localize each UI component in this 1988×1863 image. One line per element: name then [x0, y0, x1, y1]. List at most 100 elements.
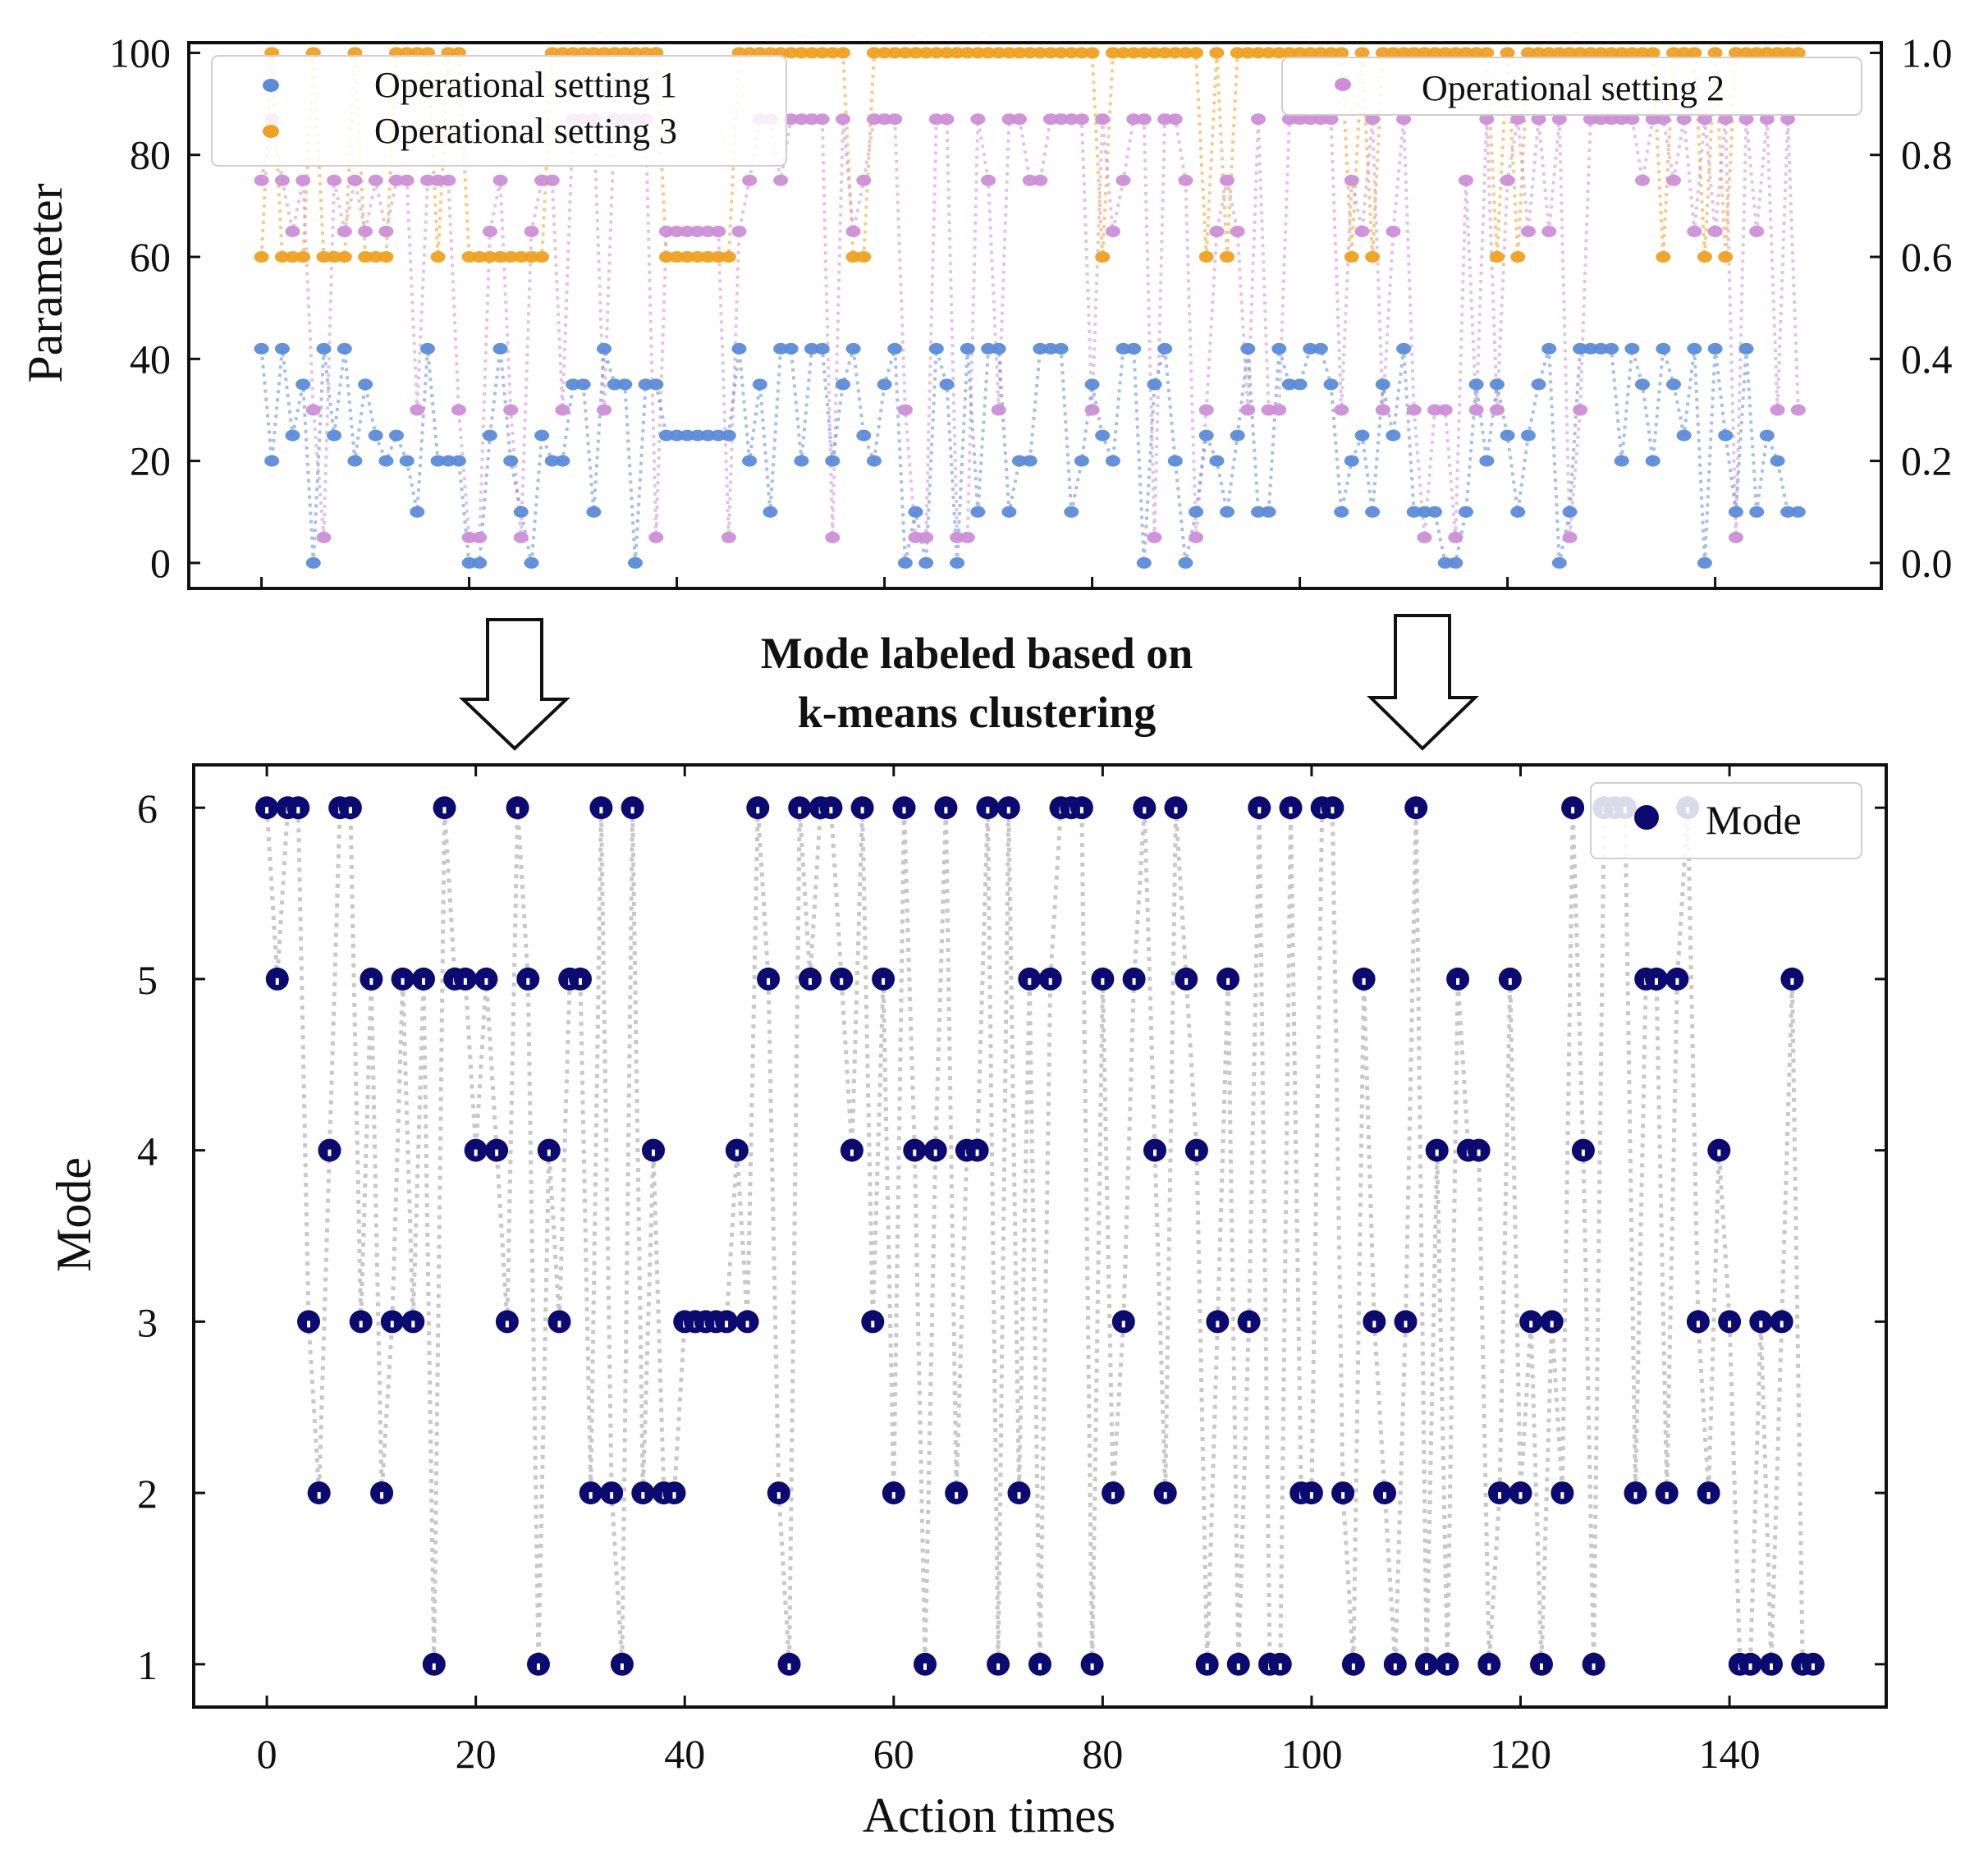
- point-mode-highlight: [1174, 807, 1178, 814]
- point-mode-highlight: [860, 807, 864, 814]
- legend-marker-setting2: [1335, 78, 1351, 91]
- point-setting2: [721, 531, 736, 543]
- point-mode-highlight: [1017, 1492, 1021, 1499]
- point-mode-highlight: [610, 1492, 614, 1499]
- point-setting3: [1386, 47, 1401, 59]
- point-setting1: [836, 378, 850, 391]
- point-setting2: [1707, 226, 1723, 237]
- point-mode-highlight: [1425, 1663, 1428, 1670]
- point-mode-highlight: [526, 977, 530, 985]
- point-setting1: [887, 342, 903, 355]
- point-setting2: [1136, 113, 1152, 126]
- point-setting2: [368, 174, 383, 186]
- point-setting2: [1147, 531, 1162, 543]
- point-setting3: [1105, 47, 1120, 59]
- point-mode-highlight: [1289, 807, 1293, 814]
- point-setting3: [1583, 47, 1598, 59]
- point-setting1: [1520, 429, 1536, 442]
- point-setting3: [1022, 47, 1038, 59]
- point-setting1: [285, 429, 300, 442]
- point-setting1: [295, 378, 311, 391]
- point-mode-highlight: [944, 807, 948, 814]
- y2tick-label: 0.0: [1901, 540, 1953, 586]
- point-setting3: [680, 251, 695, 263]
- point-setting1: [866, 455, 882, 467]
- point-mode-highlight: [1028, 977, 1032, 985]
- point-setting2: [420, 174, 435, 186]
- point-setting1: [1551, 556, 1567, 569]
- point-setting3: [804, 47, 819, 59]
- point-mode-highlight: [1529, 1321, 1533, 1328]
- xtick-label: 0: [257, 1731, 277, 1777]
- point-setting3: [1095, 251, 1111, 263]
- point-mode-highlight: [882, 977, 886, 985]
- point-setting2: [1095, 113, 1111, 126]
- point-setting3: [897, 47, 913, 59]
- point-setting1: [492, 342, 508, 355]
- point-setting2: [1697, 113, 1712, 126]
- point-setting2: [658, 226, 674, 237]
- point-setting1: [1780, 506, 1796, 518]
- point-setting3: [285, 251, 300, 263]
- point-setting2: [1448, 531, 1464, 543]
- point-setting2: [316, 531, 332, 543]
- point-setting3: [669, 251, 685, 263]
- point-mode-highlight: [432, 1663, 436, 1670]
- point-setting1: [825, 455, 841, 467]
- point-setting3: [1251, 47, 1266, 59]
- point-setting1: [981, 342, 996, 355]
- point-mode-highlight: [923, 1663, 927, 1670]
- point-setting1: [1510, 506, 1526, 518]
- point-setting2: [1365, 113, 1381, 126]
- point-setting1: [1562, 506, 1578, 518]
- point-mode-highlight: [1006, 807, 1010, 814]
- top-points: [254, 47, 1806, 569]
- point-setting3: [1198, 251, 1214, 263]
- point-setting1: [1489, 378, 1505, 391]
- point-setting3: [1167, 47, 1183, 59]
- point-setting2: [1115, 174, 1131, 186]
- point-setting3: [1115, 47, 1131, 59]
- point-setting1: [358, 378, 373, 391]
- point-setting2: [1281, 113, 1297, 126]
- point-setting1: [337, 342, 352, 355]
- bottom-xticklabels: 0 20 40 60 80 100 120 140: [257, 1731, 1761, 1777]
- point-setting2: [1240, 404, 1256, 416]
- y2tick-label: 0.4: [1901, 336, 1953, 382]
- point-mode-highlight: [1121, 1321, 1125, 1328]
- point-setting2: [731, 226, 747, 237]
- point-setting1: [1323, 378, 1339, 391]
- point-setting1: [680, 429, 695, 442]
- point-setting1: [1645, 455, 1660, 467]
- point-setting2: [1354, 226, 1370, 237]
- point-setting2: [1126, 113, 1142, 126]
- point-setting3: [1271, 47, 1287, 59]
- point-setting3: [274, 251, 290, 263]
- bottom-plot-frame: [192, 763, 1888, 1709]
- point-setting1: [1593, 342, 1609, 355]
- point-mode-highlight: [672, 1492, 676, 1499]
- point-mode-highlight: [1477, 1149, 1481, 1156]
- point-setting2: [503, 404, 519, 416]
- point-setting1: [658, 429, 674, 442]
- point-setting2: [960, 531, 975, 543]
- point-mode-highlight: [1655, 977, 1658, 985]
- point-setting1: [1676, 429, 1692, 442]
- point-setting1: [1292, 378, 1308, 391]
- point-setting2: [1323, 113, 1339, 126]
- point-setting2: [597, 404, 612, 416]
- point-mode-highlight: [348, 807, 352, 814]
- point-setting2: [1635, 174, 1650, 186]
- point-setting1: [1459, 506, 1473, 518]
- point-setting2: [327, 174, 342, 186]
- point-mode-highlight: [829, 807, 833, 814]
- point-setting3: [1354, 47, 1370, 59]
- point-setting1: [1656, 342, 1671, 355]
- point-setting2: [358, 226, 373, 237]
- point-setting2: [1261, 404, 1276, 416]
- point-setting1: [1198, 429, 1214, 442]
- y2tick-label: 0.6: [1901, 234, 1953, 280]
- point-setting1: [1147, 378, 1162, 391]
- point-setting1: [1312, 342, 1328, 355]
- point-setting1: [1573, 342, 1588, 355]
